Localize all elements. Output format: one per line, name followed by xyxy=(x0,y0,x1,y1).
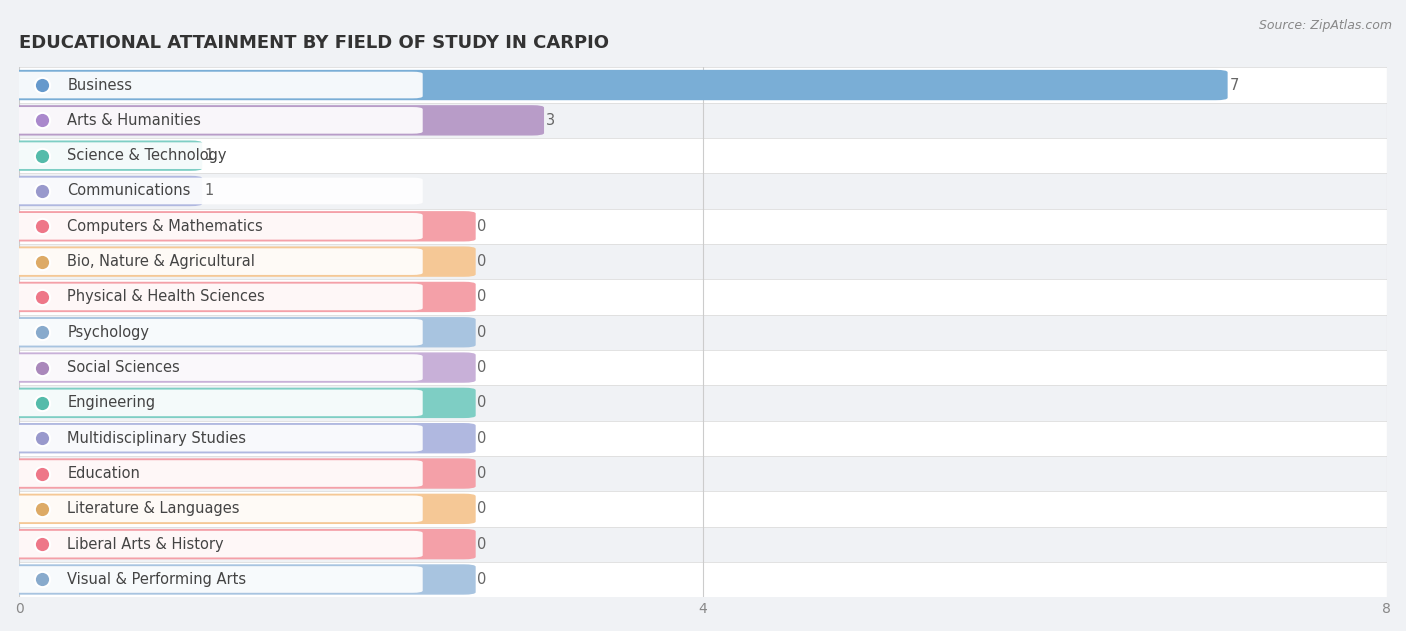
Text: Psychology: Psychology xyxy=(67,325,149,339)
Bar xyxy=(20,491,1386,526)
Text: Source: ZipAtlas.com: Source: ZipAtlas.com xyxy=(1258,19,1392,32)
FancyBboxPatch shape xyxy=(7,458,475,489)
Text: 0: 0 xyxy=(478,502,486,516)
Text: Communications: Communications xyxy=(67,184,191,199)
Text: Engineering: Engineering xyxy=(67,396,155,410)
Text: Social Sciences: Social Sciences xyxy=(67,360,180,375)
Bar xyxy=(20,526,1386,562)
FancyBboxPatch shape xyxy=(8,460,423,487)
FancyBboxPatch shape xyxy=(7,105,544,136)
Text: Bio, Nature & Agricultural: Bio, Nature & Agricultural xyxy=(67,254,254,269)
Text: 0: 0 xyxy=(478,290,486,304)
FancyBboxPatch shape xyxy=(7,70,1227,100)
FancyBboxPatch shape xyxy=(8,178,423,204)
Bar xyxy=(20,456,1386,491)
FancyBboxPatch shape xyxy=(7,493,475,524)
Bar xyxy=(20,244,1386,280)
Text: 1: 1 xyxy=(204,184,214,199)
Text: 0: 0 xyxy=(478,466,486,481)
FancyBboxPatch shape xyxy=(8,354,423,381)
Text: 0: 0 xyxy=(478,396,486,410)
Bar xyxy=(20,209,1386,244)
FancyBboxPatch shape xyxy=(8,319,423,346)
Text: Education: Education xyxy=(67,466,141,481)
Bar xyxy=(20,315,1386,350)
FancyBboxPatch shape xyxy=(7,564,475,594)
FancyBboxPatch shape xyxy=(7,317,475,348)
Bar xyxy=(20,103,1386,138)
Text: Business: Business xyxy=(67,78,132,93)
FancyBboxPatch shape xyxy=(8,389,423,416)
Bar xyxy=(20,138,1386,174)
Bar xyxy=(20,68,1386,103)
FancyBboxPatch shape xyxy=(8,425,423,452)
Bar xyxy=(20,562,1386,597)
Text: Visual & Performing Arts: Visual & Performing Arts xyxy=(67,572,246,587)
FancyBboxPatch shape xyxy=(7,423,475,454)
Text: Computers & Mathematics: Computers & Mathematics xyxy=(67,219,263,234)
FancyBboxPatch shape xyxy=(7,141,202,171)
Text: 3: 3 xyxy=(546,113,555,128)
Text: 0: 0 xyxy=(478,325,486,339)
Bar xyxy=(20,174,1386,209)
Text: 1: 1 xyxy=(204,148,214,163)
FancyBboxPatch shape xyxy=(7,352,475,383)
Text: Multidisciplinary Studies: Multidisciplinary Studies xyxy=(67,431,246,445)
Text: 0: 0 xyxy=(478,219,486,234)
Text: EDUCATIONAL ATTAINMENT BY FIELD OF STUDY IN CARPIO: EDUCATIONAL ATTAINMENT BY FIELD OF STUDY… xyxy=(20,34,609,52)
Bar xyxy=(20,420,1386,456)
FancyBboxPatch shape xyxy=(8,72,423,98)
FancyBboxPatch shape xyxy=(8,249,423,275)
Text: 0: 0 xyxy=(478,431,486,445)
Text: 0: 0 xyxy=(478,254,486,269)
Bar xyxy=(20,280,1386,315)
FancyBboxPatch shape xyxy=(7,387,475,418)
FancyBboxPatch shape xyxy=(7,247,475,277)
Text: 7: 7 xyxy=(1229,78,1239,93)
FancyBboxPatch shape xyxy=(8,566,423,593)
FancyBboxPatch shape xyxy=(7,211,475,242)
FancyBboxPatch shape xyxy=(8,107,423,134)
FancyBboxPatch shape xyxy=(8,531,423,557)
Text: 0: 0 xyxy=(478,572,486,587)
Text: Arts & Humanities: Arts & Humanities xyxy=(67,113,201,128)
FancyBboxPatch shape xyxy=(8,495,423,522)
Text: Science & Technology: Science & Technology xyxy=(67,148,226,163)
Text: 0: 0 xyxy=(478,360,486,375)
Text: Liberal Arts & History: Liberal Arts & History xyxy=(67,536,224,551)
Text: 0: 0 xyxy=(478,536,486,551)
Bar xyxy=(20,350,1386,386)
Text: Physical & Health Sciences: Physical & Health Sciences xyxy=(67,290,264,304)
Bar xyxy=(20,386,1386,420)
FancyBboxPatch shape xyxy=(7,282,475,312)
FancyBboxPatch shape xyxy=(7,176,202,206)
FancyBboxPatch shape xyxy=(8,213,423,240)
FancyBboxPatch shape xyxy=(8,143,423,169)
FancyBboxPatch shape xyxy=(8,283,423,310)
Text: Literature & Languages: Literature & Languages xyxy=(67,502,240,516)
FancyBboxPatch shape xyxy=(7,529,475,559)
